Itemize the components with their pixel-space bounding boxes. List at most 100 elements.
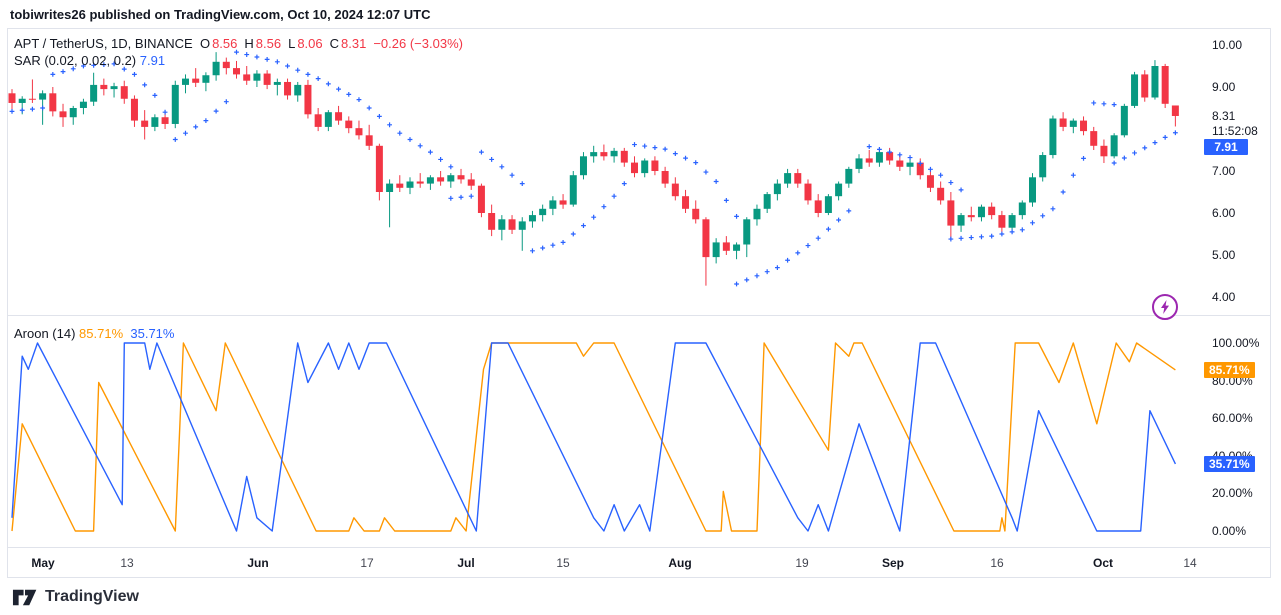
sar-dot bbox=[826, 226, 831, 232]
candle-body bbox=[977, 206, 985, 218]
candle-body bbox=[243, 74, 251, 81]
candle-body bbox=[365, 135, 373, 146]
price-tick-label: 7.00 bbox=[1212, 164, 1236, 178]
candle-body bbox=[875, 152, 883, 163]
sar-legend[interactable]: SAR (0.02, 0.02, 0.2) 7.91 bbox=[14, 53, 165, 68]
sar-dot bbox=[968, 235, 974, 240]
sar-dot bbox=[458, 194, 464, 200]
candle-body bbox=[692, 208, 700, 220]
close-label: C bbox=[329, 36, 340, 51]
sar-dot bbox=[1111, 102, 1117, 108]
candle-body bbox=[18, 98, 26, 103]
time-tick-day: 19 bbox=[795, 556, 809, 570]
sar-dot bbox=[19, 107, 25, 113]
sar-dot bbox=[591, 214, 597, 220]
aroon-down-value: 35.71% bbox=[130, 326, 175, 341]
aroon-label: Aroon (14) bbox=[14, 326, 76, 341]
sar-value: 7.91 bbox=[139, 53, 166, 68]
sar-dot bbox=[907, 155, 913, 160]
last-price-label: 8.31 bbox=[1212, 108, 1236, 123]
time-axis-separator bbox=[8, 547, 1270, 548]
candle-body bbox=[998, 215, 1006, 228]
candle-body bbox=[865, 158, 873, 163]
price-tick-label: 5.00 bbox=[1212, 248, 1236, 262]
candle-body bbox=[1161, 66, 1169, 104]
candle-body bbox=[284, 81, 292, 96]
low-label: L bbox=[288, 36, 296, 51]
sar-dot bbox=[1172, 130, 1178, 136]
time-tick-day: 17 bbox=[360, 556, 374, 570]
time-tick-month: Aug bbox=[668, 556, 692, 570]
price-tick-label: 6.00 bbox=[1212, 206, 1236, 220]
sar-dot bbox=[887, 149, 893, 155]
sar-dot bbox=[1019, 227, 1025, 233]
sar-dot bbox=[805, 243, 811, 248]
candle-body bbox=[1049, 118, 1057, 156]
lightning-icon bbox=[1161, 300, 1169, 314]
sar-dot bbox=[407, 137, 413, 142]
sar-dot bbox=[1070, 172, 1076, 178]
sar-dot bbox=[397, 130, 403, 136]
candle-body bbox=[355, 128, 363, 136]
candle-body bbox=[171, 84, 179, 124]
sar-dot bbox=[1152, 140, 1158, 146]
candle-body bbox=[1029, 177, 1036, 203]
sar-dot bbox=[274, 59, 280, 65]
sar-dot bbox=[60, 69, 66, 74]
high-label: H bbox=[244, 36, 254, 51]
candle-body bbox=[947, 200, 955, 226]
aroon-up-line bbox=[11, 342, 1176, 532]
candle-body bbox=[651, 160, 659, 171]
sar-label: SAR (0.02, 0.02, 0.2) bbox=[14, 53, 137, 68]
sar-dot bbox=[693, 160, 699, 165]
candle-body bbox=[467, 179, 475, 186]
candle-body bbox=[906, 162, 914, 167]
sar-dot bbox=[1081, 156, 1086, 161]
candle-body bbox=[671, 183, 679, 197]
candle-body bbox=[324, 112, 332, 127]
aroon-up-value: 85.71% bbox=[79, 326, 124, 341]
sar-dot bbox=[499, 164, 505, 170]
candle-body bbox=[233, 68, 241, 75]
sar-dot bbox=[315, 76, 321, 81]
sar-dot bbox=[632, 142, 637, 147]
symbol-legend[interactable]: APT / TetherUS, 1D, BINANCE O 8.56 H 8.56 L 8… bbox=[14, 36, 465, 51]
sar-dot bbox=[897, 152, 903, 158]
candle-body bbox=[773, 183, 781, 195]
sar-dot bbox=[264, 56, 270, 62]
candle-body bbox=[488, 213, 496, 230]
sar-dot bbox=[621, 181, 627, 186]
footer-brand[interactable]: TradingView bbox=[12, 588, 139, 606]
sar-dot bbox=[203, 118, 209, 123]
candle-body bbox=[416, 181, 424, 184]
sar-dot bbox=[30, 106, 35, 112]
sar-dot bbox=[958, 187, 964, 193]
publisher-credit: tobiwrites26 published on TradingView.co… bbox=[10, 7, 431, 22]
sar-dot bbox=[1040, 213, 1046, 219]
boost-button[interactable] bbox=[1152, 294, 1178, 320]
sar-dot bbox=[723, 198, 729, 203]
sar-dot bbox=[713, 179, 719, 184]
candle-body bbox=[1120, 105, 1128, 136]
sar-dot bbox=[846, 208, 852, 214]
candle-body bbox=[600, 152, 608, 157]
symbol-title: APT / TetherUS, 1D, BINANCE bbox=[14, 36, 193, 51]
candle-body bbox=[110, 86, 118, 90]
candle-body bbox=[926, 175, 934, 188]
sar-dot bbox=[1121, 155, 1127, 161]
sar-dot bbox=[734, 281, 739, 287]
candle-body bbox=[835, 183, 843, 197]
sar-dot bbox=[417, 143, 423, 149]
pane-separator[interactable] bbox=[8, 315, 1270, 316]
candle-body bbox=[263, 73, 271, 85]
sar-dot bbox=[468, 193, 474, 199]
aroon-legend[interactable]: Aroon (14) 85.71% 35.71% bbox=[14, 326, 174, 341]
sar-dot bbox=[172, 137, 178, 142]
sar-dot bbox=[387, 122, 392, 128]
sar-dot bbox=[142, 82, 148, 88]
sar-dot bbox=[744, 277, 750, 283]
candle-body bbox=[253, 73, 261, 81]
sar-dot bbox=[917, 161, 923, 166]
candle-body bbox=[896, 160, 904, 167]
